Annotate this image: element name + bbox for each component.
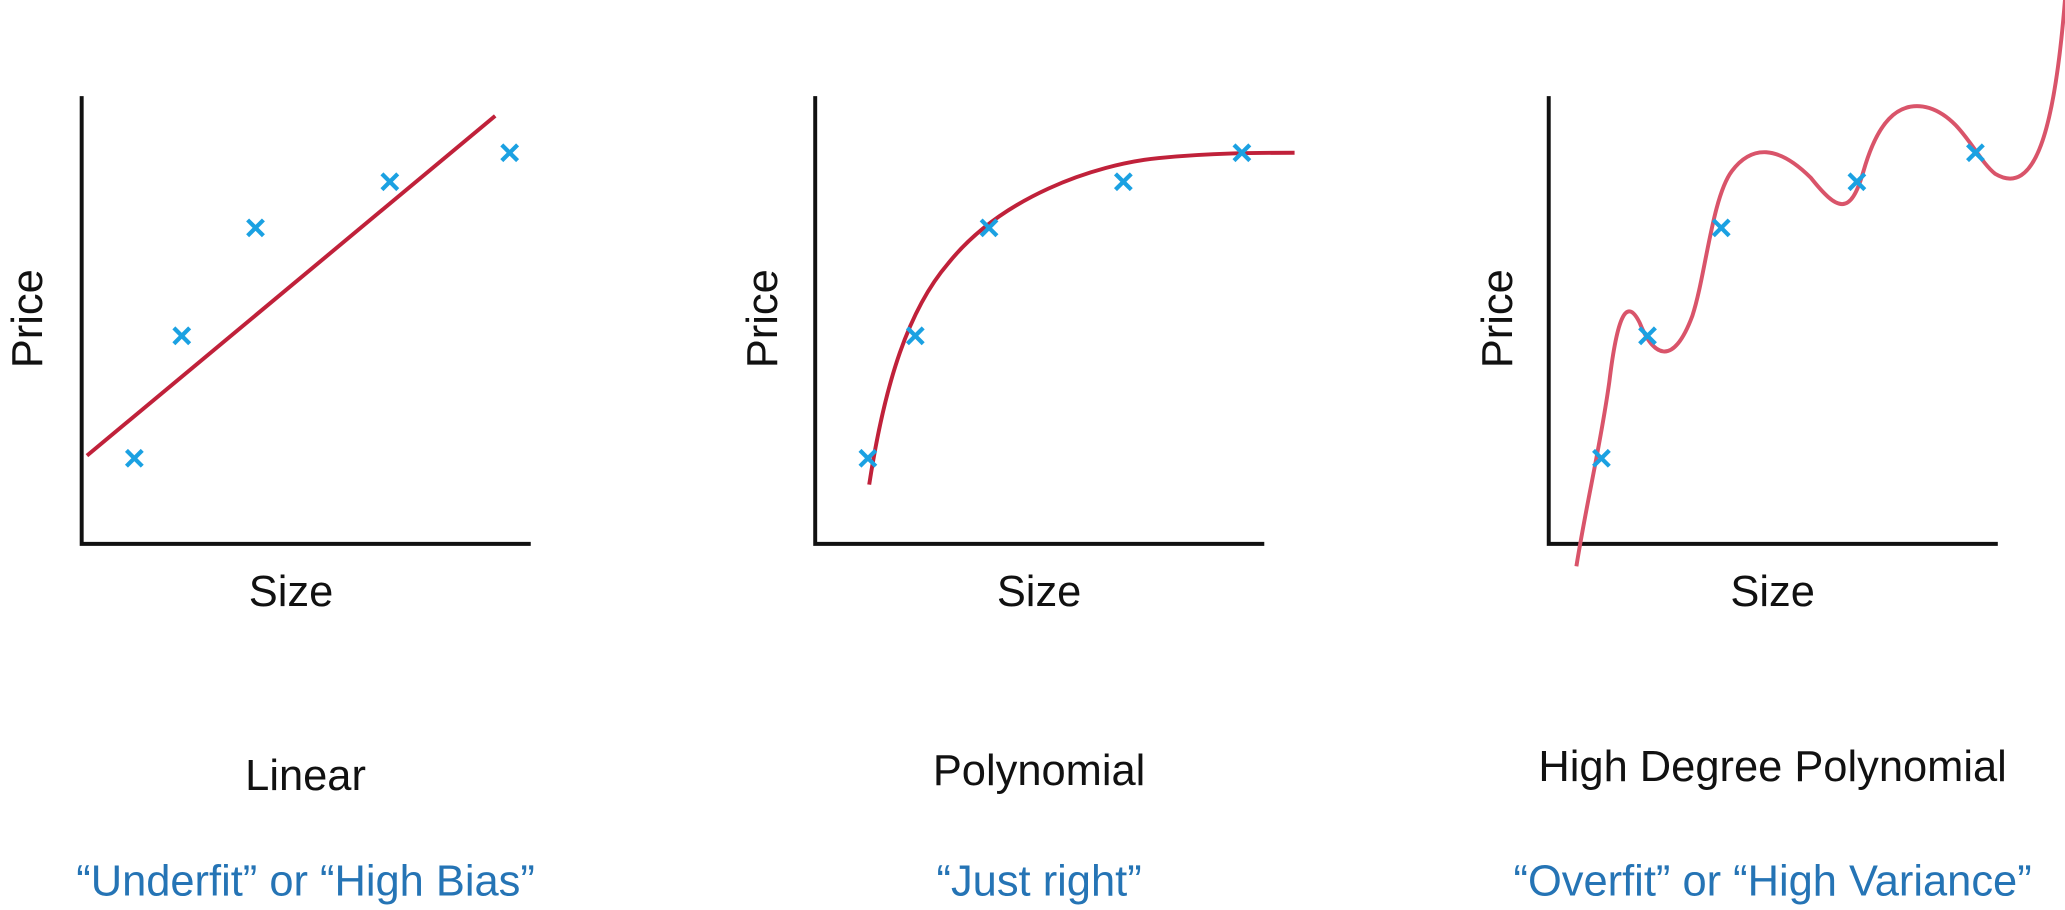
- panel-title: Linear: [245, 752, 366, 800]
- panel-title: Polynomial: [933, 747, 1145, 795]
- panel-title: High Degree Polynomial: [1538, 743, 2006, 791]
- caption: “Underfit” or “High Bias”: [76, 858, 535, 906]
- axes: [79, 96, 531, 546]
- fit-curve: [1574, 0, 2065, 567]
- x-label: Size: [997, 568, 1082, 616]
- caption: “Overfit” or “High Variance”: [1514, 858, 2032, 906]
- y-label: Price: [1474, 269, 1522, 368]
- panel-high-degree: Price Size High Degree Polynomial “Overf…: [1474, 0, 2065, 906]
- fit-curve: [867, 150, 1295, 485]
- points: [126, 145, 517, 466]
- axes: [1546, 96, 1998, 546]
- panel-linear: Price Size Linear “Underfit” or “High Bi…: [4, 96, 535, 906]
- axes: [813, 96, 1265, 546]
- caption: “Just right”: [936, 858, 1141, 906]
- fit-line: [85, 114, 497, 458]
- y-label: Price: [4, 269, 52, 368]
- points: [1594, 145, 1984, 466]
- x-label: Size: [249, 568, 333, 616]
- panel-polynomial: Price Size Polynomial “Just right”: [739, 96, 1295, 906]
- y-label: Price: [739, 269, 787, 368]
- x-label: Size: [1730, 568, 1815, 616]
